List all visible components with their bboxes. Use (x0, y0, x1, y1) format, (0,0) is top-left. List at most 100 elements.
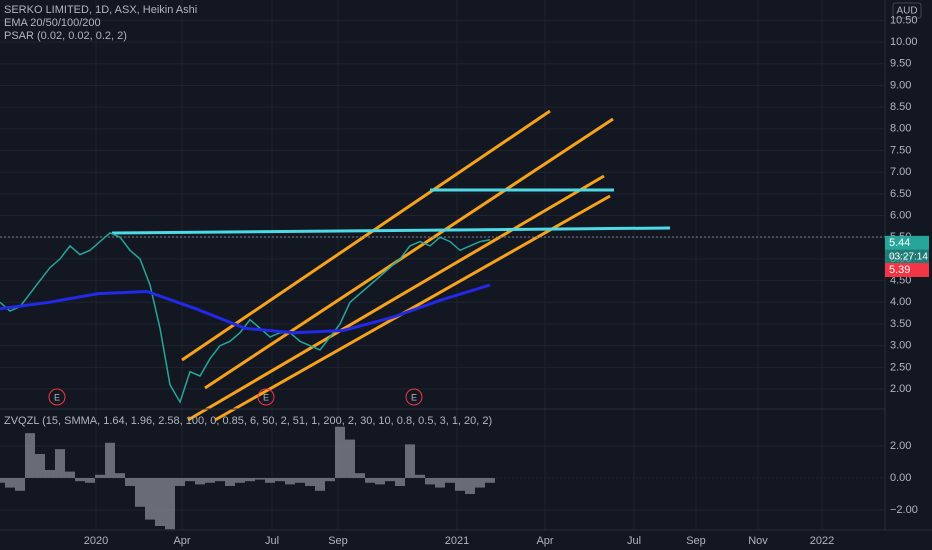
y-tick-label: 2.00 (890, 440, 911, 452)
y-tick-label: 9.50 (890, 58, 911, 70)
oscillator-bar (225, 477, 235, 486)
x-tick-label: Sep (686, 535, 706, 547)
oscillator-bar (435, 477, 445, 488)
oscillator-bar (275, 477, 285, 482)
x-tick-label: Jul (627, 535, 641, 547)
oscillator-bar (55, 449, 65, 478)
x-tick-label: 2021 (445, 535, 469, 547)
oscillator-bar (45, 469, 55, 478)
y-tick-label: 6.00 (890, 209, 911, 221)
oscillator-bar (335, 426, 345, 478)
y-tick-label: 3.00 (890, 340, 911, 352)
y-tick-label: 9.00 (890, 79, 911, 91)
indicator-label: EMA 20/50/100/200 (4, 17, 101, 29)
price-tag (885, 263, 929, 278)
oscillator-bar (355, 473, 365, 478)
oscillator-bar (375, 477, 385, 485)
oscillator-bar (35, 453, 45, 478)
oscillator-bar (135, 477, 145, 507)
earnings-label: E (54, 392, 60, 402)
oscillator-bar (205, 477, 215, 483)
y-tick-label: 7.00 (890, 166, 911, 178)
oscillator-bar (25, 433, 35, 478)
oscillator-bar (265, 477, 275, 483)
y-tick-label: 4.50 (890, 275, 911, 287)
oscillator-bar (425, 477, 435, 485)
oscillator-bar (85, 477, 95, 483)
y-tick-label: 8.00 (890, 123, 911, 135)
oscillator-bar (155, 477, 165, 526)
oscillator-bar (415, 474, 425, 478)
y-tick-label: 10.50 (890, 14, 918, 26)
chart-title: SERKO LIMITED, 1D, ASX, Heikin Ashi (4, 4, 197, 16)
oscillator-bar (65, 471, 75, 478)
oscillator-bar (215, 477, 225, 482)
oscillator-bar (115, 473, 125, 478)
oscillator-bar (325, 477, 335, 482)
oscillator-bar (165, 477, 175, 530)
oscillator-bar (345, 439, 355, 478)
oscillator-bar (465, 477, 475, 494)
oscillator-bar (395, 477, 405, 486)
oscillator-bar (285, 477, 295, 485)
oscillator-bar (295, 477, 305, 483)
oscillator-bar (175, 477, 185, 486)
oscillator-bar (255, 477, 265, 480)
oscillator-bar (95, 474, 105, 478)
series-line (0, 232, 491, 404)
earnings-label: E (263, 392, 269, 402)
x-tick-label: 2020 (84, 535, 108, 547)
currency-box (892, 2, 922, 19)
y-tick-label: 4.00 (890, 296, 911, 308)
earnings-marker (257, 388, 275, 406)
oscillator-bar (0, 477, 5, 483)
horizontal-lines (111, 188, 671, 235)
y-tick-label: 7.50 (890, 144, 911, 156)
oscillator-bar (445, 477, 455, 483)
y-tick-label: 2.50 (890, 361, 911, 373)
countdown: 03:27:14 (889, 251, 928, 262)
oscillator-bar (185, 477, 195, 482)
y-tick-label: 10.00 (890, 36, 918, 48)
earnings-label: E (411, 392, 417, 402)
y-tick-label: 8.50 (890, 101, 911, 113)
y-tick-label: 2.00 (890, 383, 911, 395)
indicator-label: PSAR (0.02, 0.02, 0.2, 2) (4, 30, 127, 42)
oscillator-bar (405, 444, 415, 478)
x-tick-label: Jul (265, 535, 279, 547)
oscillator-bar (305, 477, 315, 486)
oscillator-bar (485, 477, 495, 483)
price-tag-label: 5.44 (889, 237, 910, 249)
oscillator-bar (455, 477, 465, 491)
price-tag-label: 5.39 (889, 264, 910, 276)
y-tick-label: 0.00 (890, 472, 911, 484)
oscillator-bar (15, 477, 25, 491)
x-tick-label: 2022 (810, 535, 834, 547)
y-tick-label: −2.00 (890, 504, 918, 516)
oscillator-bar (365, 477, 375, 483)
currency: AUD (896, 6, 917, 17)
oscillator-bar (145, 477, 155, 520)
oscillator-bar (385, 477, 395, 482)
price-tag (885, 235, 929, 250)
x-tick-label: Apr (173, 535, 190, 547)
y-tick-label: 3.50 (890, 318, 911, 330)
trend-lines (181, 109, 614, 422)
oscillator-bar (315, 477, 325, 491)
oscillator-bar (245, 477, 255, 482)
earnings-marker (405, 388, 423, 406)
series-line (0, 283, 491, 335)
y-tick-label: 6.50 (890, 188, 911, 200)
oscillator-bar (5, 477, 15, 488)
oscillator-bar (75, 477, 85, 482)
oscillator-title: ZVQZL (15, SMMA, 1.64, 1.96, 2.58, 100, … (4, 415, 492, 427)
earnings-marker (48, 388, 66, 406)
oscillator-bar (235, 477, 245, 483)
x-tick-label: Sep (328, 535, 348, 547)
oscillator-bar (195, 477, 205, 485)
oscillator-bar (125, 477, 135, 486)
x-tick-label: Apr (536, 535, 553, 547)
oscillator-bar (105, 442, 115, 478)
